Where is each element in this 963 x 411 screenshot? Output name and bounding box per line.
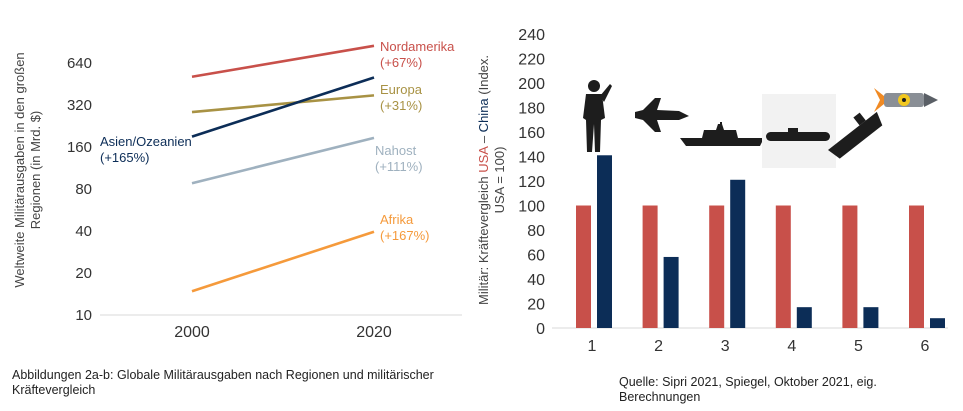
soldier-head — [588, 80, 600, 92]
y-axis-label-line-2: Regionen (in Mrd. $) — [28, 111, 43, 230]
series-label-europa: Europa (+31%) — [380, 82, 423, 113]
line-chart-military-spending: Weltweite Militärausgaben in den großenR… — [12, 39, 462, 341]
y-axis-label-text: Militär: Kräftevergleich — [476, 173, 491, 305]
series-label-afrika: Afrika (+167%) — [380, 212, 430, 243]
bar-usa — [909, 205, 924, 328]
series-name: Nordamerika — [380, 39, 455, 54]
series-line-afrika — [191, 230, 375, 293]
submarine-tower — [788, 128, 798, 134]
x-tick-label: 6 — [921, 338, 930, 355]
y-tick-label: 80 — [527, 223, 545, 240]
y-tick-label: 100 — [518, 199, 545, 216]
soldier-rifle — [600, 84, 612, 102]
submarine-backdrop — [762, 94, 836, 168]
x-tick-label: 3 — [721, 338, 730, 355]
x-tick-label: 5 — [854, 338, 863, 355]
series-change: (+111%) — [375, 159, 423, 174]
jet-body — [635, 98, 689, 132]
nuclear-missile-icon — [874, 88, 938, 112]
warship-icon — [680, 122, 764, 146]
y-tick-label: 320 — [67, 97, 92, 114]
y-tick-label: 120 — [518, 174, 545, 191]
series-line-europa — [191, 94, 375, 114]
y-tick-label: 80 — [75, 181, 92, 198]
x-tick-label: 4 — [787, 338, 796, 355]
bar-china — [597, 155, 612, 328]
y-tick-label: 200 — [518, 76, 545, 93]
bar-usa — [775, 205, 791, 328]
series-line-asien — [191, 76, 375, 138]
y-axis-label-index: (Index. — [476, 55, 491, 98]
bar-usa — [576, 205, 591, 328]
x-tick-label: 1 — [588, 338, 597, 355]
series-name: Afrika — [380, 212, 414, 227]
bar-china — [863, 307, 879, 328]
warship-hull — [680, 138, 764, 146]
bar-chart-force-comparison: Militär: Kräftevergleich USA – China (In… — [476, 27, 948, 355]
figure-caption: Abbildungen 2a-b: Globale Militärausgabe… — [12, 368, 434, 397]
series-label-asien: Asien/Ozeanien (+165%) — [100, 134, 192, 165]
bar-china — [663, 256, 679, 328]
series-change: (+67%) — [380, 55, 422, 70]
y-tick-label: 20 — [527, 297, 545, 314]
x-tick-label: 2000 — [174, 324, 210, 341]
bar-usa — [642, 205, 658, 328]
missile-nose — [924, 93, 938, 107]
y-axis-label-line-1: Militär: Kräftevergleich USA – China (In… — [476, 55, 491, 305]
fighter-jet-icon — [635, 98, 689, 132]
submarine-hull — [766, 132, 830, 141]
bar-china — [930, 318, 945, 328]
soldier-icon — [583, 80, 612, 152]
x-tick-label: 2020 — [356, 324, 392, 341]
missile-flame — [874, 88, 884, 112]
y-tick-label: 160 — [67, 139, 92, 156]
y-axis-label: Militär: Kräftevergleich USA – China (In… — [476, 55, 507, 305]
carrier-island — [853, 112, 866, 126]
x-tick-label: 2 — [654, 338, 663, 355]
y-tick-label: 240 — [518, 27, 545, 44]
bar-usa — [842, 205, 858, 328]
y-tick-label: 640 — [67, 55, 92, 72]
y-axis-label-line-1: Weltweite Militärausgaben in den großen — [12, 52, 27, 287]
source-caption: Quelle: Sipri 2021, Spiegel, Oktober 202… — [619, 375, 877, 404]
carrier-deck — [828, 111, 883, 159]
y-tick-label: 20 — [75, 265, 92, 282]
y-axis-label-dash: – — [476, 132, 491, 146]
series-name: Asien/Ozeanien — [100, 134, 192, 149]
series-name: Europa — [380, 82, 423, 97]
bar-china — [730, 179, 746, 328]
y-tick-label: 160 — [518, 125, 545, 142]
series-line-nordamerika — [191, 44, 375, 79]
y-tick-label: 40 — [527, 272, 545, 289]
y-tick-label: 40 — [75, 223, 92, 240]
y-tick-label: 0 — [536, 321, 545, 338]
y-axis-label-usa: USA — [476, 146, 491, 173]
series-change: (+165%) — [100, 150, 150, 165]
y-tick-label: 180 — [518, 101, 545, 118]
missile-radiation-center — [902, 98, 906, 102]
warship-mast — [720, 122, 722, 128]
y-tick-label: 60 — [527, 248, 545, 265]
y-axis-label-china: China — [476, 98, 491, 133]
series-line-nahost — [191, 136, 375, 185]
series-name: Nahost — [375, 143, 417, 158]
series-change: (+167%) — [380, 228, 430, 243]
y-tick-label: 140 — [518, 150, 545, 167]
aircraft-carrier-icon — [828, 111, 883, 159]
y-tick-label: 10 — [75, 307, 92, 324]
bar-china — [796, 307, 812, 328]
submarine-icon — [766, 128, 830, 141]
bar-usa — [709, 205, 725, 328]
series-change: (+31%) — [380, 98, 422, 113]
series-label-nordamerika: Nordamerika (+67%) — [380, 39, 455, 70]
y-tick-label: 220 — [518, 52, 545, 69]
warship-superstructure — [702, 124, 738, 138]
y-axis-label: Weltweite Militärausgaben in den großenR… — [12, 52, 43, 287]
y-axis-label-line-2: USA = 100) — [492, 147, 507, 214]
series-label-nahost: Nahost (+111%) — [375, 143, 423, 174]
soldier-body — [583, 94, 605, 152]
